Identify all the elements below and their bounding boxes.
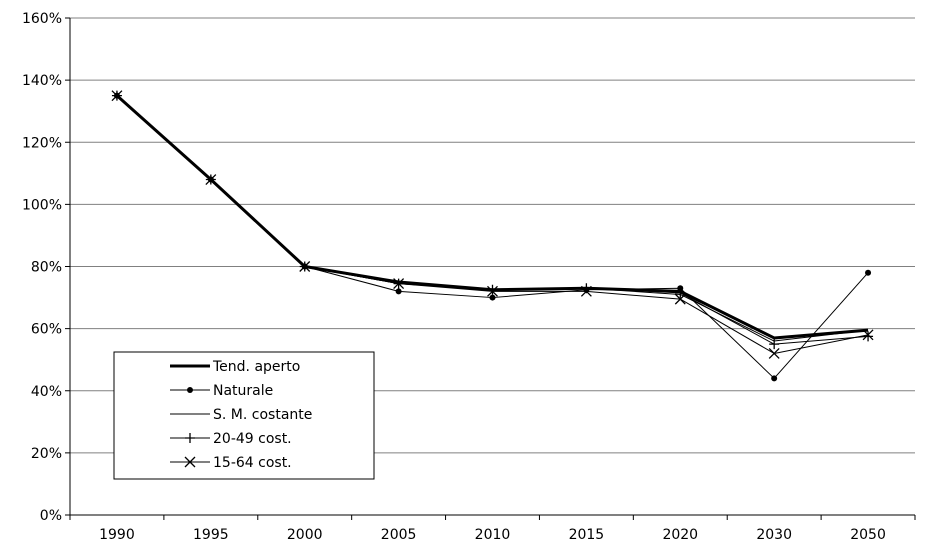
data-point-20-49-cost <box>675 287 686 298</box>
data-point-15-64-cost <box>580 285 592 297</box>
data-point-15-64-cost <box>487 285 498 297</box>
x-tick-label: 2010 <box>475 527 511 543</box>
data-point-15-64-cost <box>674 293 686 305</box>
legend-label: Naturale <box>213 383 273 399</box>
x-tick-label: 2015 <box>569 527 605 543</box>
series-lines <box>111 90 874 382</box>
data-point-naturale <box>865 269 872 276</box>
series-line-s-m-costante <box>116 95 869 342</box>
data-point-naturale <box>771 375 778 382</box>
legend-label: 15-64 cost. <box>213 455 292 471</box>
data-point-15-64-cost <box>393 278 405 290</box>
y-tick-label: 40% <box>31 384 62 400</box>
data-point-20-49-cost <box>487 284 498 295</box>
x-tick-label: 2005 <box>381 527 417 543</box>
y-tick-label: 120% <box>22 135 62 151</box>
y-tick-labels: 0% 20% 40% 60% 80% 100% 120% 140% 160% <box>22 11 62 524</box>
series-line-tend-aperto <box>115 94 869 340</box>
y-tick-label: 0% <box>40 508 62 524</box>
data-point-15-64-cost <box>299 261 311 272</box>
legend-marker-15-64-cost <box>184 456 196 468</box>
data-point-20-49-cost <box>863 331 874 342</box>
y-tick-label: 140% <box>22 73 62 89</box>
data-point-15-64-cost <box>862 329 874 341</box>
legend-label: 20-49 cost. <box>213 431 292 447</box>
x-tick-label: 2000 <box>287 527 323 543</box>
y-tick-label: 20% <box>31 446 62 462</box>
x-tick-label: 2030 <box>756 527 792 543</box>
legend-label: S. M. costante <box>213 407 312 423</box>
data-point-15-64-cost <box>768 348 780 359</box>
series-line-naturale <box>116 95 869 379</box>
data-point-20-49-cost <box>769 339 780 350</box>
legend-marker-20-49-cost <box>185 433 195 443</box>
data-point-naturale <box>489 294 496 301</box>
x-tick-labels: 1990 1995 2000 2005 2010 2015 2020 2030 2050 <box>99 527 886 543</box>
legend-marker-naturale <box>187 387 193 393</box>
y-tick-label: 60% <box>31 322 62 338</box>
y-tick-label: 80% <box>31 260 62 276</box>
series-line-20-49-cost <box>116 95 869 345</box>
x-tick-label: 1995 <box>193 527 229 543</box>
x-tick-label: 2020 <box>662 527 698 543</box>
data-point-15-64-cost <box>205 174 217 185</box>
x-tick-label: 1990 <box>99 527 135 543</box>
axes <box>65 17 916 520</box>
legend: Tend. aperto Naturale S. M. costante 20-49 … <box>113 351 375 480</box>
legend-box <box>113 351 375 480</box>
series-line-15-64-cost <box>116 95 869 354</box>
data-point-15-64-cost <box>111 90 123 102</box>
legend-label: Tend. aperto <box>212 359 300 375</box>
x-tick-label: 2050 <box>850 527 886 543</box>
data-point-naturale <box>395 288 402 295</box>
y-tick-label: 160% <box>22 11 62 27</box>
y-tick-label: 100% <box>22 197 62 213</box>
